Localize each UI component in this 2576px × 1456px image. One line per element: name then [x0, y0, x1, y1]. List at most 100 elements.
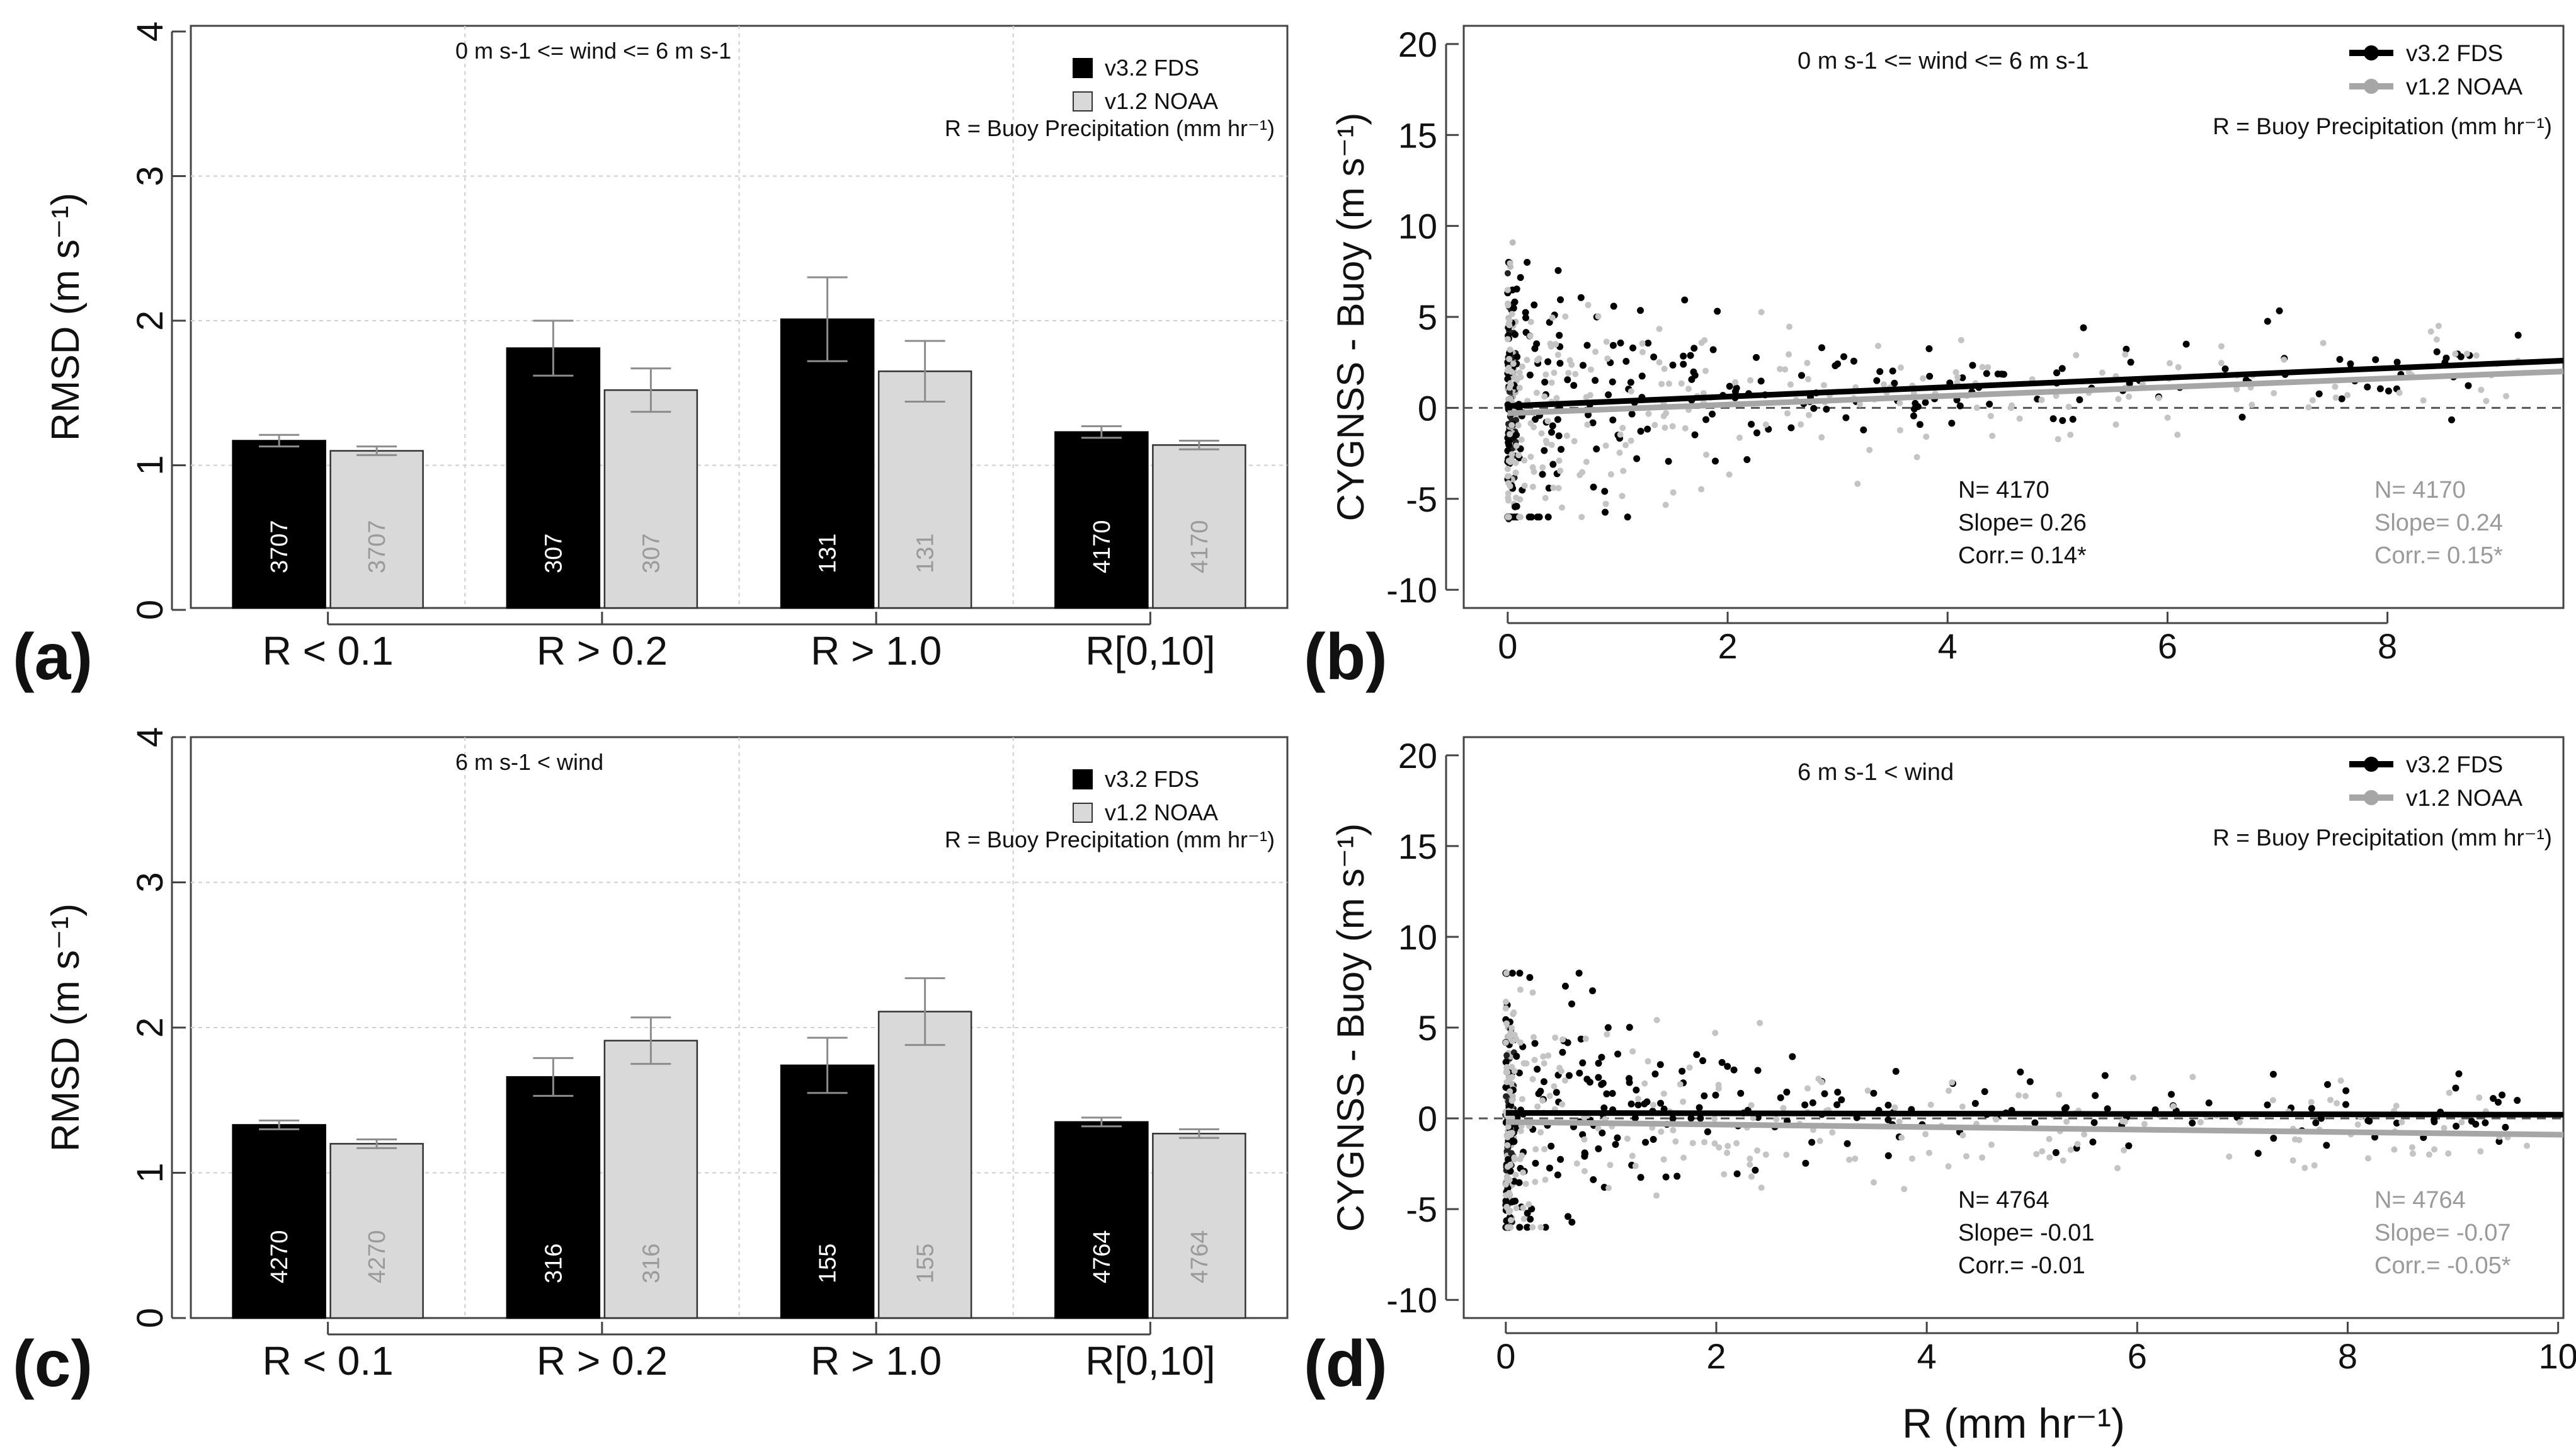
- data-point: [1526, 974, 1534, 982]
- data-point: [1549, 314, 1556, 321]
- bar: [1152, 1133, 1246, 1319]
- data-point: [1529, 989, 1536, 996]
- y-tick-label: 15: [1398, 115, 1437, 155]
- data-point: [2039, 1148, 2046, 1155]
- y-tick-label: -5: [1406, 1189, 1437, 1229]
- data-point: [1524, 258, 1531, 266]
- data-point: [1829, 1129, 1836, 1136]
- data-point: [1687, 1115, 1695, 1122]
- data-point: [1544, 513, 1552, 521]
- data-point: [1627, 1100, 1635, 1108]
- data-point: [2336, 355, 2344, 363]
- data-point: [1958, 336, 1964, 343]
- data-point: [1556, 457, 1563, 464]
- data-point: [1562, 313, 1569, 320]
- data-point: [2408, 1144, 2415, 1151]
- data-point: [1536, 355, 1542, 362]
- data-point: [1507, 1029, 1514, 1036]
- data-point: [1801, 1101, 1809, 1109]
- x-tick-label: 6: [2158, 626, 2177, 666]
- data-point: [1798, 372, 1805, 379]
- data-point: [1782, 366, 1789, 373]
- data-point: [1555, 484, 1562, 491]
- data-point: [1642, 1138, 1650, 1146]
- data-point: [1989, 432, 1996, 439]
- data-point: [1522, 314, 1530, 321]
- data-point: [2296, 1137, 2303, 1144]
- data-point: [1520, 1169, 1527, 1176]
- data-point: [1908, 1155, 1915, 1162]
- data-point: [1529, 1075, 1536, 1082]
- data-point: [1508, 1024, 1515, 1031]
- data-point: [2060, 1157, 2066, 1164]
- data-point: [1609, 378, 1616, 386]
- data-point: [2452, 1084, 2459, 1092]
- data-point: [2238, 413, 2246, 421]
- data-point: [2483, 398, 2490, 404]
- data-point: [2441, 1125, 2448, 1132]
- data-point: [2393, 358, 2401, 366]
- data-point: [1504, 466, 1511, 473]
- data-point: [1752, 1166, 1759, 1174]
- data-point: [2125, 1142, 2133, 1150]
- bar: [603, 1040, 698, 1319]
- data-point: [1896, 399, 1903, 406]
- data-point: [2069, 416, 2077, 423]
- data-point: [1875, 342, 1882, 349]
- data-point: [1650, 1135, 1657, 1143]
- data-point: [2031, 1119, 2039, 1126]
- data-point: [1557, 467, 1564, 474]
- data-point: [1505, 497, 1512, 504]
- data-point: [2197, 1119, 2204, 1126]
- data-point: [1731, 388, 1739, 396]
- panel-label: (a): [13, 621, 93, 694]
- data-point: [1541, 379, 1549, 386]
- y-tick-label: 4: [130, 21, 171, 42]
- legend-swatch-noaa: [1073, 803, 1093, 823]
- data-point: [1680, 360, 1687, 368]
- data-point: [1530, 468, 1537, 475]
- data-point: [1504, 1133, 1511, 1140]
- data-point: [1945, 1163, 1952, 1170]
- data-point: [1718, 1058, 1726, 1066]
- data-point: [2115, 396, 2122, 403]
- data-point: [1673, 1172, 1681, 1180]
- data-point: [2308, 1099, 2315, 1106]
- data-point: [2271, 390, 2277, 397]
- data-point: [1833, 1101, 1841, 1109]
- data-point: [1585, 302, 1592, 309]
- data-point: [2126, 393, 2133, 400]
- fit-line-fds: [1505, 1109, 2564, 1118]
- data-point: [1669, 423, 1676, 430]
- data-point: [1783, 1088, 1791, 1096]
- data-point: [2168, 1091, 2175, 1098]
- data-point: [1504, 336, 1511, 343]
- data-point: [1998, 370, 2005, 378]
- legend-marker-noaa: [2364, 79, 2379, 94]
- data-point: [1726, 471, 1733, 478]
- data-point: [1532, 1159, 1539, 1167]
- data-point: [1502, 999, 1509, 1006]
- data-point: [1948, 420, 1956, 427]
- data-point: [2170, 1103, 2177, 1109]
- data-point: [1702, 367, 1709, 374]
- data-point: [1554, 1171, 1561, 1179]
- data-point: [2022, 1092, 2029, 1099]
- data-point: [1609, 341, 1617, 349]
- data-point: [1979, 1154, 1986, 1161]
- data-point: [1923, 433, 1930, 440]
- data-point: [1600, 1104, 1608, 1112]
- data-point: [1884, 1116, 1892, 1123]
- data-point: [1614, 1050, 1622, 1058]
- y-tick-label: -10: [1386, 1280, 1437, 1320]
- data-point: [1631, 1115, 1639, 1122]
- data-point: [1505, 479, 1512, 486]
- data-point: [2427, 328, 2434, 335]
- data-point: [1802, 1159, 1809, 1167]
- data-point: [1712, 1029, 1719, 1036]
- data-point: [1550, 484, 1557, 491]
- data-point: [2376, 385, 2384, 393]
- data-point: [1639, 348, 1646, 355]
- data-point: [2074, 1140, 2081, 1147]
- data-point: [1542, 1176, 1549, 1183]
